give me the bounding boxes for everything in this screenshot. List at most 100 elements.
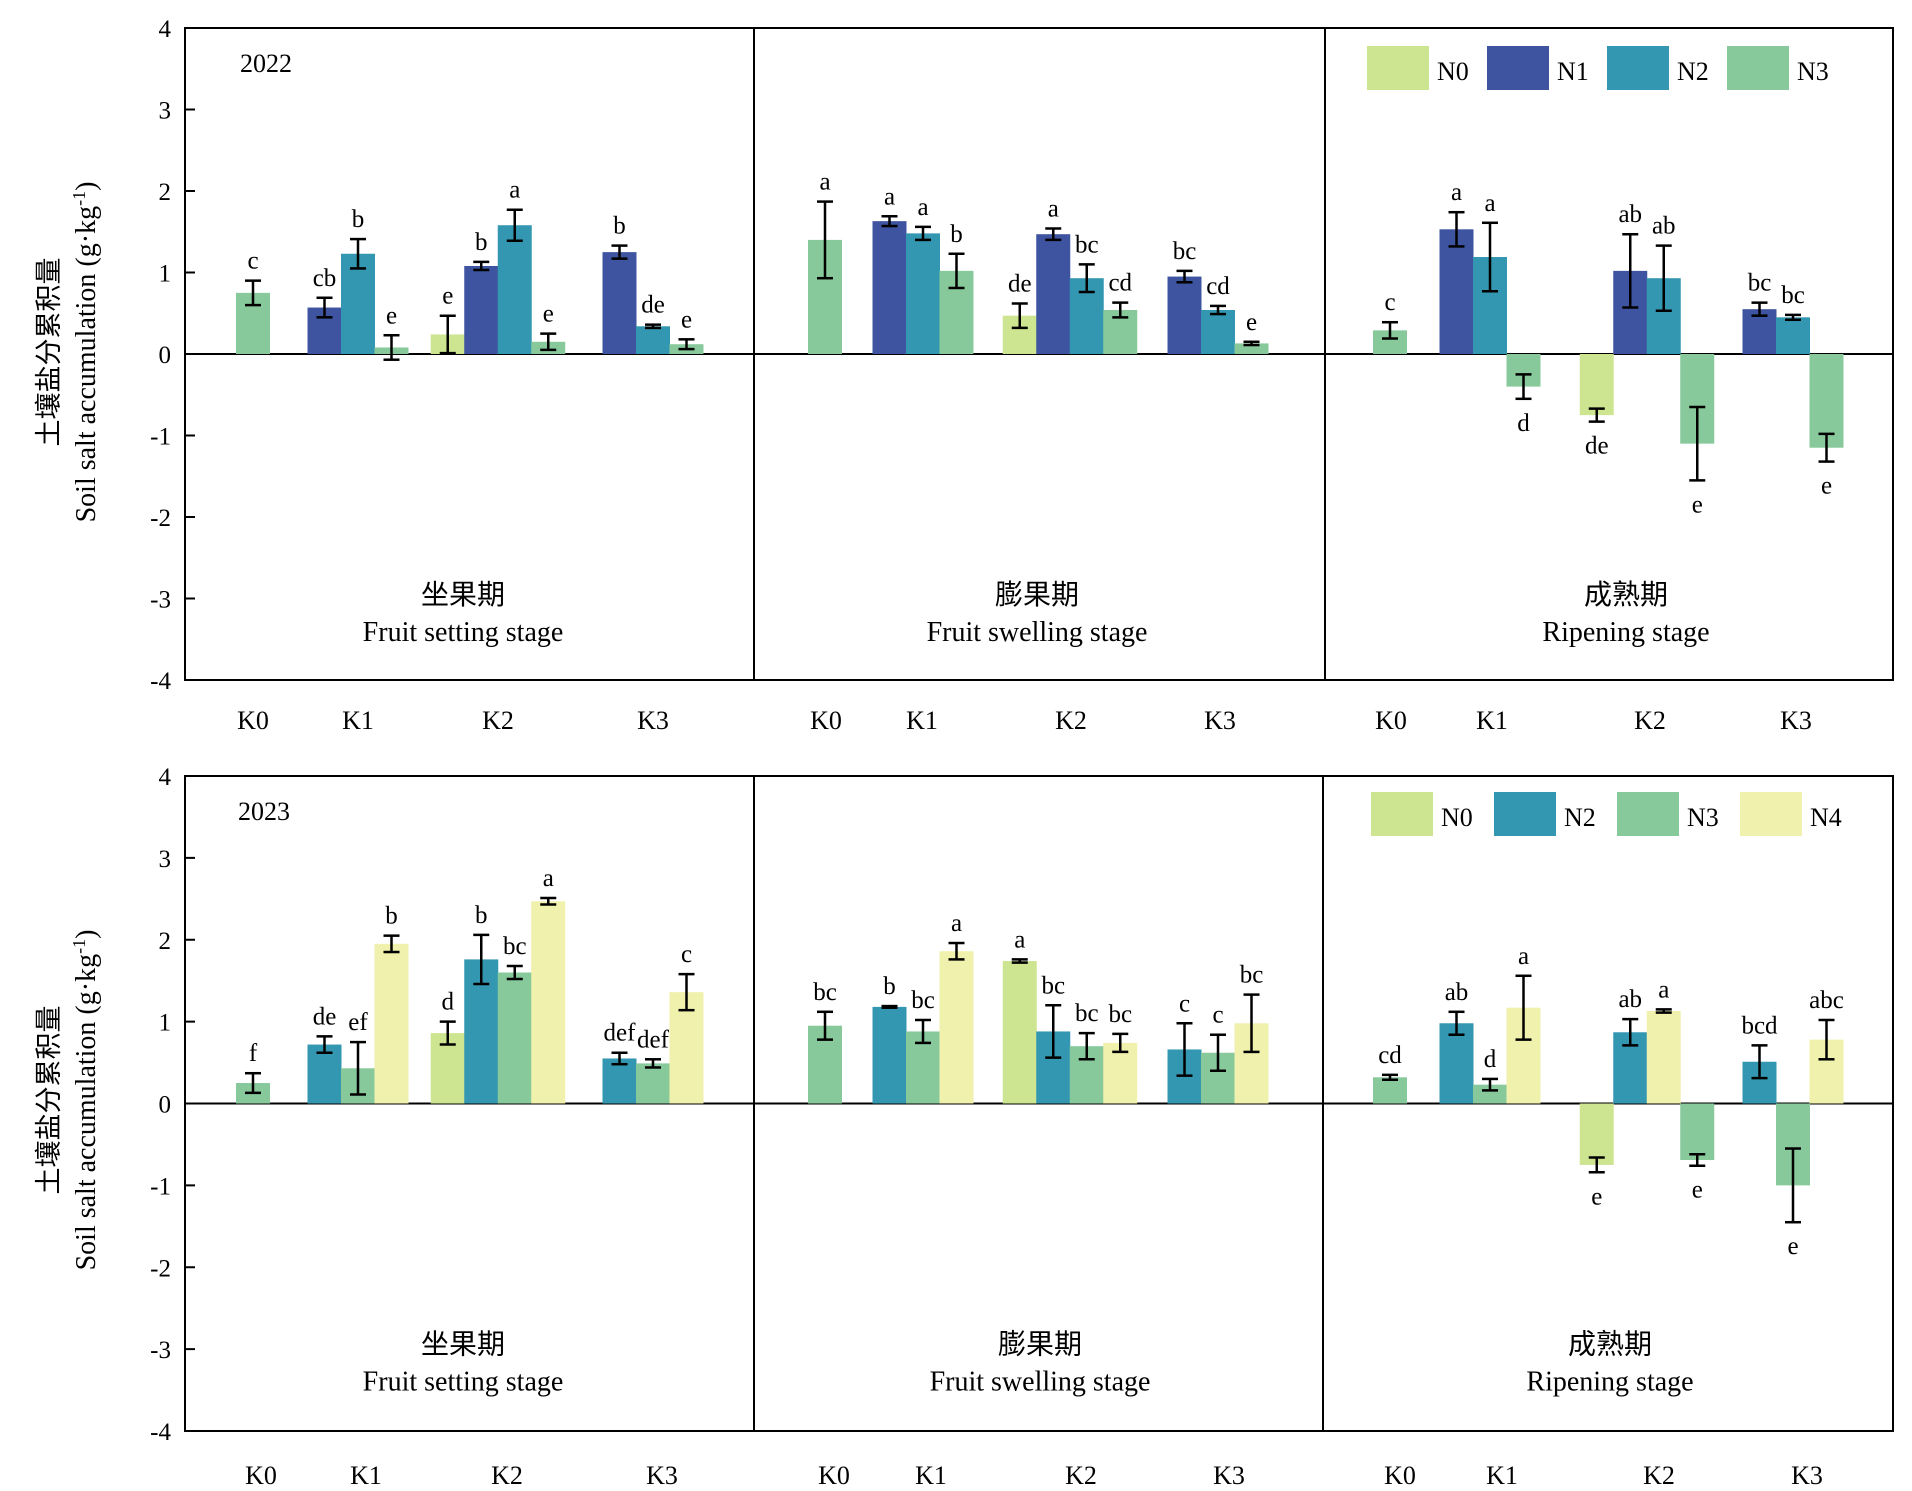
legend-label-N1: N1 — [1557, 57, 1589, 86]
stage-label-cn: 坐果期 — [421, 1330, 505, 1361]
bar-K3-N2 — [1776, 317, 1810, 354]
significance-letter: e — [1591, 1183, 1602, 1210]
significance-letter: e — [1692, 1177, 1703, 1204]
significance-letter: a — [819, 169, 830, 196]
significance-letter: bc — [911, 987, 935, 1014]
y-tick-label: -4 — [150, 668, 171, 695]
significance-letter: e — [681, 306, 692, 333]
significance-letter: e — [1692, 491, 1703, 518]
bar-K3-N3 — [1234, 343, 1269, 354]
significance-letter: b — [475, 902, 488, 929]
bar-K1-N4 — [374, 943, 409, 1104]
significance-letter: ab — [1618, 986, 1642, 1013]
legend-swatch-N3 — [1617, 792, 1679, 836]
y-tick-label: 4 — [159, 16, 172, 43]
significance-letter: b — [385, 903, 398, 930]
stage-label-cn: 坐果期 — [421, 580, 505, 611]
y-tick-label: 0 — [159, 342, 172, 369]
bar-K1-N3 — [1473, 1084, 1507, 1104]
significance-letter: b — [950, 221, 963, 248]
y-tick-label: 2 — [159, 179, 172, 206]
significance-letter: cb — [313, 265, 337, 292]
bar-K3-N2 — [602, 1058, 637, 1104]
bar-K0-N3 — [1373, 330, 1407, 354]
legend-swatch-N2 — [1607, 46, 1669, 90]
significance-letter: c — [681, 941, 692, 968]
x-category-label-K1: K1 — [1486, 1461, 1518, 1490]
y-tick-label: 2 — [159, 928, 172, 955]
significance-letter: e — [1821, 473, 1832, 500]
significance-letter: def — [637, 1026, 670, 1053]
x-category-label-K2: K2 — [1065, 1461, 1097, 1490]
significance-letter: bc — [503, 933, 527, 960]
significance-letter: e — [1787, 1233, 1798, 1260]
significance-letter: ab — [1445, 979, 1469, 1006]
panel-3: 成熟期 Ripening stage K0 c K1 a a d K2 de ab ab e K3 bc bc… — [1373, 179, 1844, 735]
legend-swatch-N1 — [1487, 46, 1549, 90]
y-tick-label: 3 — [159, 98, 172, 125]
significance-letter: ab — [1652, 213, 1676, 240]
legend-swatch-N0 — [1371, 792, 1433, 836]
legend-label-N4: N4 — [1810, 803, 1842, 832]
x-category-label-K1: K1 — [342, 706, 374, 735]
x-category-label-K2: K2 — [1634, 706, 1666, 735]
significance-letter: def — [604, 1020, 637, 1047]
x-category-label-K0: K0 — [818, 1461, 850, 1490]
significance-letter: cd — [1108, 270, 1132, 297]
stage-label-en: Fruit setting stage — [363, 1367, 564, 1398]
x-category-label-K2: K2 — [1643, 1461, 1675, 1490]
significance-letter: c — [1179, 990, 1190, 1017]
y-tick-label: -3 — [150, 1337, 171, 1364]
significance-letter: d — [442, 989, 455, 1016]
x-category-label-K0: K0 — [810, 706, 842, 735]
stage-label-en: Ripening stage — [1526, 1367, 1693, 1398]
significance-letter: bc — [1075, 1000, 1099, 1027]
x-category-label-K3: K3 — [1213, 1461, 1245, 1490]
bar-K0-N3 — [1373, 1077, 1407, 1104]
bar-K3-N2 — [1201, 309, 1235, 354]
x-category-label-K0: K0 — [237, 706, 269, 735]
x-category-label-K0: K0 — [245, 1461, 277, 1490]
significance-letter: bc — [1041, 972, 1065, 999]
bar-K2-N4 — [1646, 1010, 1681, 1104]
significance-letter: b — [613, 213, 626, 240]
significance-letter: cd — [1378, 1042, 1402, 1069]
x-category-label-K3: K3 — [1791, 1461, 1823, 1490]
y-tick-label: -1 — [150, 1173, 171, 1200]
stage-label-cn: 膨果期 — [995, 579, 1079, 611]
significance-letter: c — [1212, 1002, 1223, 1029]
x-category-label-K3: K3 — [1204, 706, 1236, 735]
significance-letter: cd — [1206, 273, 1230, 300]
chart-2023: 4 3 2 1 0 -1 -2 -3 -4 土壤盐分累积量 Soil salt accumulati… — [34, 764, 1894, 1490]
significance-letter: ef — [348, 1009, 368, 1036]
legend-label-N2: N2 — [1677, 57, 1709, 86]
y-tick-label: 3 — [159, 846, 172, 873]
bar-K2-N1 — [464, 265, 499, 354]
bar-K2-N0 — [1579, 1103, 1614, 1165]
legend-swatch-N2 — [1494, 792, 1556, 836]
x-category-label-K0: K0 — [1384, 1461, 1416, 1490]
stage-label-cn: 膨果期 — [998, 1329, 1082, 1361]
significance-letter: a — [917, 194, 928, 221]
significance-letter: bc — [1108, 1001, 1132, 1028]
x-category-label-K3: K3 — [637, 706, 669, 735]
x-category-label-K2: K2 — [1055, 706, 1087, 735]
significance-letter: d — [1517, 410, 1530, 437]
y-axis-label-cn: 土壤盐分累积量 — [34, 1006, 64, 1195]
year-label: 2023 — [238, 797, 290, 826]
stage-label-en: Ripening stage — [1542, 617, 1709, 648]
significance-letter: a — [1518, 943, 1529, 970]
legend-label-N0: N0 — [1441, 803, 1473, 832]
significance-letter: de — [641, 292, 665, 319]
x-category-label-K2: K2 — [482, 706, 514, 735]
significance-letter: abc — [1809, 987, 1844, 1014]
significance-letter: de — [1008, 270, 1032, 297]
y-tick-label: -1 — [150, 424, 171, 451]
significance-letter: a — [1484, 190, 1495, 217]
bar-K2-N3 — [1680, 1103, 1715, 1160]
x-category-label-K2: K2 — [491, 1461, 523, 1490]
x-category-label-K1: K1 — [906, 706, 938, 735]
